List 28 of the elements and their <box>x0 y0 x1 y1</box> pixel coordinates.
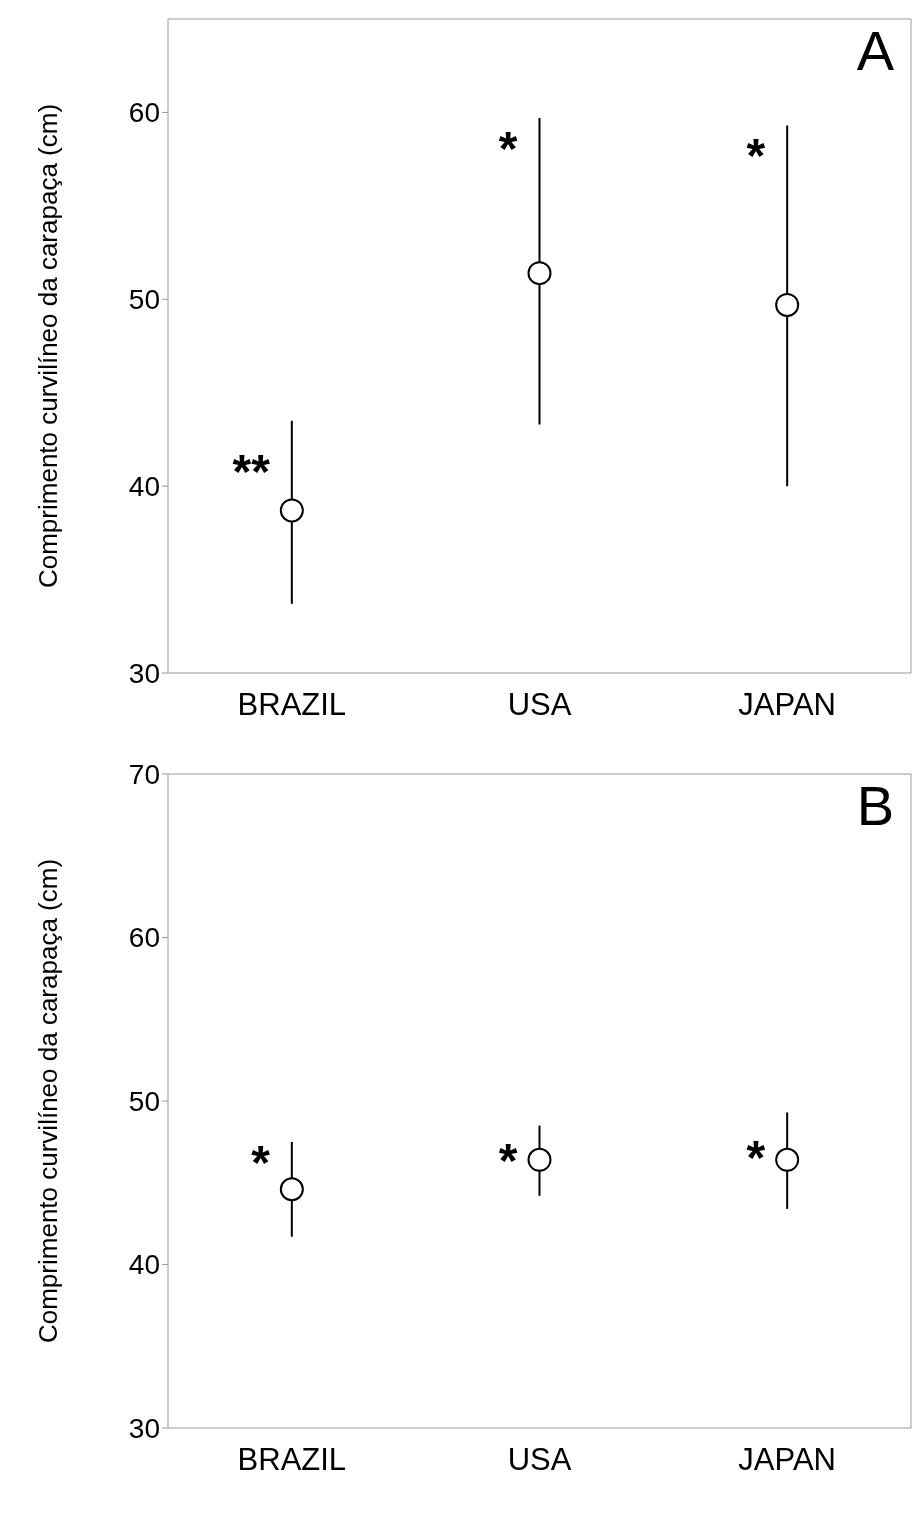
y-axis-title: Comprimento curvilíneo da carapaça (cm) <box>33 103 64 589</box>
y-tick-label: 70 <box>128 758 160 790</box>
annotation: A <box>856 18 894 83</box>
point <box>279 498 304 523</box>
x-tick-label: JAPAN <box>738 687 836 723</box>
x-tick-label: USA <box>507 1442 572 1478</box>
y-tick-label: 50 <box>128 284 160 316</box>
y-axis-title: Comprimento curvilíneo da carapaça (cm) <box>33 858 64 1344</box>
annotation: * <box>498 121 518 175</box>
point <box>775 292 800 317</box>
x-tick-label: JAPAN <box>738 1442 836 1478</box>
annotation: B <box>856 773 894 838</box>
y-tick-label: 60 <box>128 97 160 129</box>
annotation: ** <box>232 445 271 499</box>
y-tick-label: 30 <box>128 657 160 689</box>
x-tick-label: BRAZIL <box>237 1442 347 1478</box>
annotation: * <box>251 1135 271 1189</box>
annotation: * <box>746 1130 766 1184</box>
y-tick-label: 50 <box>128 1085 160 1117</box>
y-tick-label: 40 <box>128 1249 160 1281</box>
y-tick-label: 30 <box>128 1412 160 1444</box>
annotation: * <box>498 1133 518 1187</box>
annotation: * <box>746 129 766 183</box>
x-tick-label: USA <box>507 687 572 723</box>
x-tick-label: BRAZIL <box>237 687 347 723</box>
y-tick-label: 60 <box>128 922 160 954</box>
y-tick-label: 40 <box>128 471 160 503</box>
point <box>527 261 552 286</box>
